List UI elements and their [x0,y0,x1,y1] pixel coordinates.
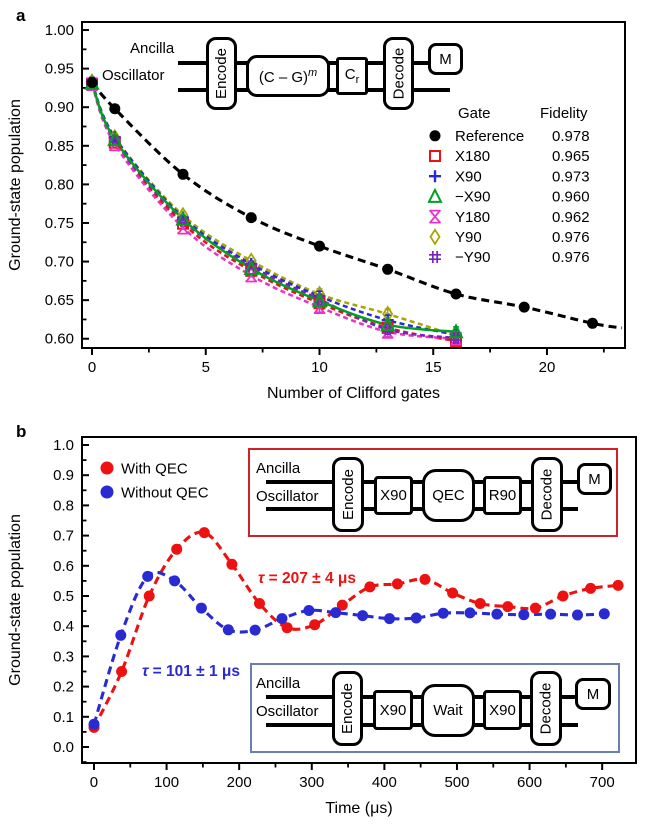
ancilla-label: Ancilla [256,460,301,477]
clifford-gate: (C – G)m [246,55,330,97]
svg-text:0.4: 0.4 [53,618,74,635]
svg-text:Y90: Y90 [455,229,482,246]
measure-gate: M [428,43,463,75]
svg-text:0.60: 0.60 [45,331,74,348]
svg-text:With QEC: With QEC [121,461,188,478]
svg-text:Ground-state population: Ground-state population [7,514,24,686]
decode-gate: Decode [530,671,562,746]
encode-gate: Encode [206,37,237,110]
svg-text:0.978: 0.978 [552,128,590,145]
panel-a-plot: 0 5 10 15 20 0.60 0.65 0.70 0.75 0.80 0.85 0.90 0.95… [7,21,626,402]
svg-text:0.6: 0.6 [53,558,74,575]
svg-text:0.0: 0.0 [53,739,74,756]
svg-text:0.75: 0.75 [45,215,74,232]
decode-gate: Decode [383,37,414,110]
qec-inset-frame [248,448,618,537]
svg-text:0.95: 0.95 [45,61,74,78]
r90-gate: R90 [483,476,522,515]
svg-text:0.1: 0.1 [53,709,74,726]
encode-gate: Encode [332,457,364,532]
ancilla-label: Ancilla [256,675,301,692]
svg-text:X180: X180 [455,148,490,165]
svg-text:10: 10 [311,359,328,376]
x90-gate-2: X90 [483,690,522,730]
svg-text:600: 600 [517,774,542,791]
qec-gate: QEC [422,469,475,522]
decode-gate: Decode [531,457,563,532]
svg-text:Y180: Y180 [455,209,490,226]
svg-text:−Y90: −Y90 [455,249,490,266]
svg-text:Reference: Reference [455,128,524,145]
svg-text:X90: X90 [455,168,482,185]
svg-text:0.976: 0.976 [552,249,590,266]
svg-text:0.85: 0.85 [45,138,74,155]
svg-text:0: 0 [90,774,98,791]
svg-text:100: 100 [154,774,179,791]
measure-gate: M [575,678,611,710]
svg-text:5: 5 [202,359,210,376]
svg-text:0.976: 0.976 [552,229,590,246]
svg-text:0.90: 0.90 [45,99,74,116]
oscillator-label: Oscillator [256,488,319,505]
svg-text:20: 20 [539,359,556,376]
svg-text:200: 200 [227,774,252,791]
svg-text:0.80: 0.80 [45,176,74,193]
svg-text:400: 400 [372,774,397,791]
svg-text:0.2: 0.2 [53,679,74,696]
svg-text:0.962: 0.962 [552,209,590,226]
panel-b-label: b [16,422,27,441]
svg-text:0: 0 [88,359,96,376]
x90-gate: X90 [374,476,413,515]
svg-text:0.8: 0.8 [53,497,74,514]
measure-gate: M [577,463,612,495]
svg-text:1.0: 1.0 [53,437,74,454]
svg-text:0.965: 0.965 [552,148,590,165]
svg-text:τ = 207 ± 4 μs: τ = 207 ± 4 μs [258,570,356,587]
svg-text:0.9: 0.9 [53,467,74,484]
cr-gate: Cr [336,57,368,95]
svg-text:0.960: 0.960 [552,189,590,206]
svg-text:0.5: 0.5 [53,588,74,605]
svg-text:0.65: 0.65 [45,292,74,309]
wait-gate: Wait [421,684,475,737]
ancilla-label: Ancilla [130,40,175,57]
oscillator-label: Oscillator [102,67,165,84]
svg-text:15: 15 [425,359,442,376]
wait-inset-frame [250,663,620,753]
svg-text:300: 300 [299,774,324,791]
svg-text:τ = 101 ± 1 μs: τ = 101 ± 1 μs [142,663,240,680]
svg-text:Without QEC: Without QEC [121,485,209,502]
panel-b-plot: 0 100 200 300 400 500 600 700 0.0 0.1 0.2 0.3 0.4 0.5… [7,436,637,817]
svg-text:Time (μs): Time (μs) [325,800,392,817]
svg-text:0.3: 0.3 [53,648,74,665]
oscillator-label: Oscillator [256,703,319,720]
svg-text:0.7: 0.7 [53,528,74,545]
svg-text:0.973: 0.973 [552,168,590,185]
panel-a-label: a [16,6,26,25]
svg-text:500: 500 [444,774,469,791]
x90-gate: X90 [373,690,413,730]
svg-text:0.70: 0.70 [45,254,74,271]
svg-text:Ground-state population: Ground-state population [7,99,24,271]
svg-text:1.00: 1.00 [45,22,74,39]
svg-text:Gate: Gate [458,105,491,122]
encode-gate: Encode [332,671,363,746]
svg-text:700: 700 [590,774,615,791]
svg-text:Number of Clifford gates: Number of Clifford gates [267,385,440,402]
svg-text:−X90: −X90 [455,189,490,206]
svg-text:Fidelity: Fidelity [540,105,588,122]
